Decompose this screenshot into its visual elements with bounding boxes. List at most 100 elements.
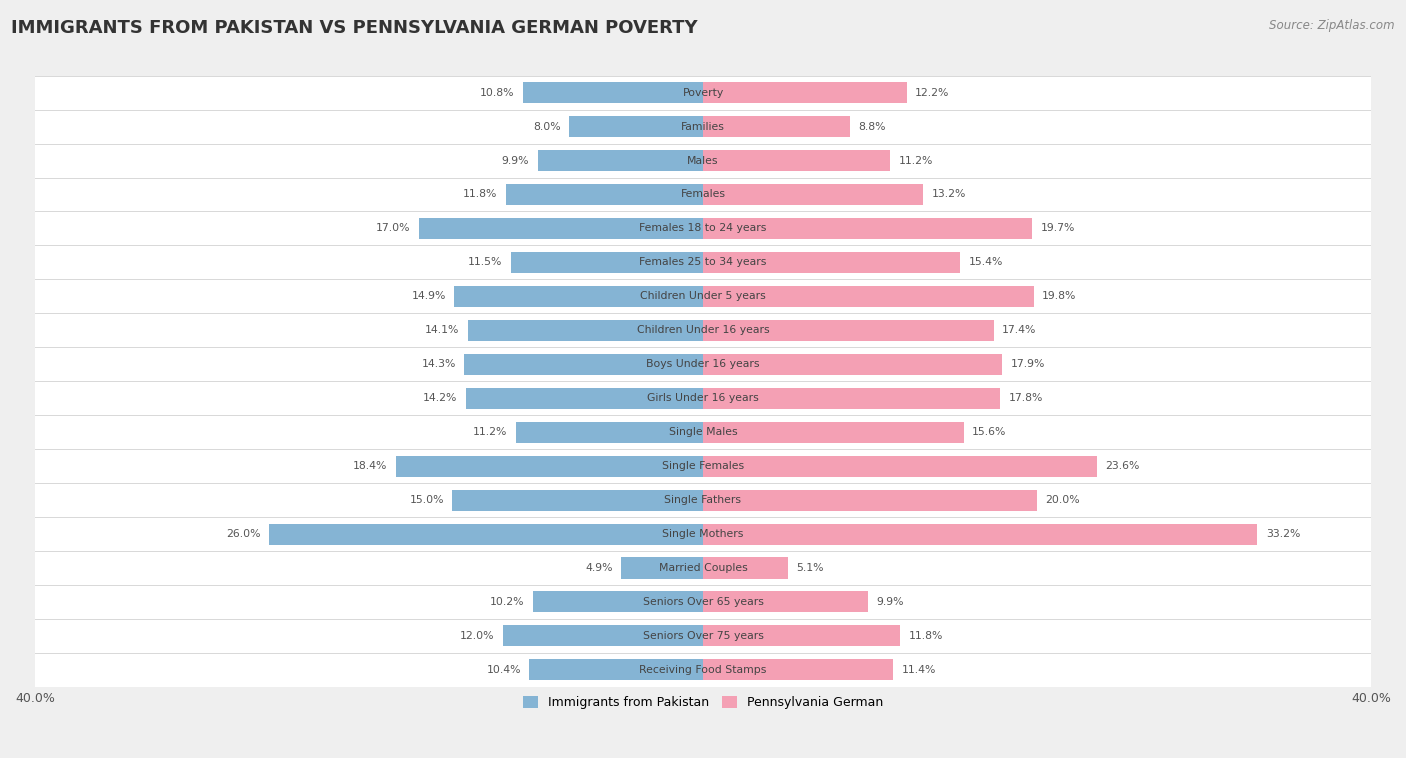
Bar — [35, 415, 1371, 449]
Text: 15.4%: 15.4% — [969, 258, 1002, 268]
Bar — [703, 150, 890, 171]
Bar — [35, 619, 1371, 653]
Bar — [502, 625, 703, 647]
Bar — [703, 116, 851, 137]
Bar — [35, 76, 1371, 110]
Text: 10.2%: 10.2% — [489, 597, 524, 607]
Text: Children Under 5 years: Children Under 5 years — [640, 291, 766, 302]
Bar — [269, 524, 703, 544]
Text: 9.9%: 9.9% — [502, 155, 529, 165]
Text: 8.0%: 8.0% — [533, 121, 561, 132]
Bar — [419, 218, 703, 239]
Text: Children Under 16 years: Children Under 16 years — [637, 325, 769, 335]
Text: Single Females: Single Females — [662, 461, 744, 471]
Text: Single Fathers: Single Fathers — [665, 495, 741, 505]
Text: 20.0%: 20.0% — [1046, 495, 1080, 505]
Text: 11.2%: 11.2% — [898, 155, 932, 165]
Bar — [35, 551, 1371, 585]
Text: 10.8%: 10.8% — [479, 88, 515, 98]
Text: 19.8%: 19.8% — [1042, 291, 1077, 302]
Text: Single Males: Single Males — [669, 428, 737, 437]
Text: Source: ZipAtlas.com: Source: ZipAtlas.com — [1270, 19, 1395, 32]
Text: 15.6%: 15.6% — [972, 428, 1007, 437]
Text: Single Mothers: Single Mothers — [662, 529, 744, 539]
Bar — [510, 252, 703, 273]
Text: Females: Females — [681, 190, 725, 199]
Bar — [35, 381, 1371, 415]
Bar — [35, 110, 1371, 143]
Bar — [35, 246, 1371, 280]
Bar — [523, 82, 703, 103]
Bar — [703, 524, 1257, 544]
Text: Seniors Over 65 years: Seniors Over 65 years — [643, 597, 763, 607]
Bar — [703, 184, 924, 205]
Text: Females 18 to 24 years: Females 18 to 24 years — [640, 224, 766, 233]
Bar — [533, 591, 703, 612]
Bar — [621, 557, 703, 578]
Bar — [35, 177, 1371, 211]
Text: 5.1%: 5.1% — [797, 563, 824, 573]
Bar — [703, 286, 1033, 307]
Text: 11.4%: 11.4% — [901, 665, 936, 675]
Bar — [703, 421, 963, 443]
Text: 11.8%: 11.8% — [463, 190, 498, 199]
Bar — [35, 653, 1371, 687]
Bar — [465, 387, 703, 409]
Bar — [35, 517, 1371, 551]
Bar — [35, 280, 1371, 313]
Text: 19.7%: 19.7% — [1040, 224, 1074, 233]
Text: Families: Families — [681, 121, 725, 132]
Text: Girls Under 16 years: Girls Under 16 years — [647, 393, 759, 403]
Bar — [703, 354, 1002, 374]
Bar — [506, 184, 703, 205]
Text: 9.9%: 9.9% — [877, 597, 904, 607]
Text: 17.4%: 17.4% — [1002, 325, 1036, 335]
Text: Married Couples: Married Couples — [658, 563, 748, 573]
Bar — [454, 286, 703, 307]
Bar — [703, 252, 960, 273]
Bar — [703, 456, 1097, 477]
Bar — [537, 150, 703, 171]
Bar — [35, 483, 1371, 517]
Bar — [35, 585, 1371, 619]
Bar — [703, 218, 1032, 239]
Bar — [703, 387, 1000, 409]
Text: Receiving Food Stamps: Receiving Food Stamps — [640, 665, 766, 675]
Text: 11.2%: 11.2% — [474, 428, 508, 437]
Text: 33.2%: 33.2% — [1265, 529, 1301, 539]
Text: 12.2%: 12.2% — [915, 88, 949, 98]
Bar — [703, 557, 789, 578]
Legend: Immigrants from Pakistan, Pennsylvania German: Immigrants from Pakistan, Pennsylvania G… — [517, 691, 889, 714]
Text: 12.0%: 12.0% — [460, 631, 495, 641]
Bar — [703, 82, 907, 103]
Text: Boys Under 16 years: Boys Under 16 years — [647, 359, 759, 369]
Bar — [703, 490, 1038, 511]
Text: Seniors Over 75 years: Seniors Over 75 years — [643, 631, 763, 641]
Bar — [529, 659, 703, 681]
Bar — [35, 313, 1371, 347]
Bar — [395, 456, 703, 477]
Text: IMMIGRANTS FROM PAKISTAN VS PENNSYLVANIA GERMAN POVERTY: IMMIGRANTS FROM PAKISTAN VS PENNSYLVANIA… — [11, 19, 697, 37]
Text: Males: Males — [688, 155, 718, 165]
Bar — [516, 421, 703, 443]
Bar — [35, 143, 1371, 177]
Text: Females 25 to 34 years: Females 25 to 34 years — [640, 258, 766, 268]
Bar — [453, 490, 703, 511]
Bar — [35, 347, 1371, 381]
Text: 14.9%: 14.9% — [412, 291, 446, 302]
Text: 13.2%: 13.2% — [932, 190, 966, 199]
Bar — [703, 625, 900, 647]
Text: 10.4%: 10.4% — [486, 665, 522, 675]
Text: 17.0%: 17.0% — [377, 224, 411, 233]
Text: 11.5%: 11.5% — [468, 258, 502, 268]
Text: 11.8%: 11.8% — [908, 631, 943, 641]
Text: 8.8%: 8.8% — [858, 121, 886, 132]
Text: Poverty: Poverty — [682, 88, 724, 98]
Text: 26.0%: 26.0% — [226, 529, 260, 539]
Bar — [35, 449, 1371, 483]
Bar — [703, 591, 869, 612]
Text: 18.4%: 18.4% — [353, 461, 387, 471]
Text: 4.9%: 4.9% — [585, 563, 613, 573]
Text: 14.1%: 14.1% — [425, 325, 460, 335]
Text: 17.8%: 17.8% — [1008, 393, 1043, 403]
